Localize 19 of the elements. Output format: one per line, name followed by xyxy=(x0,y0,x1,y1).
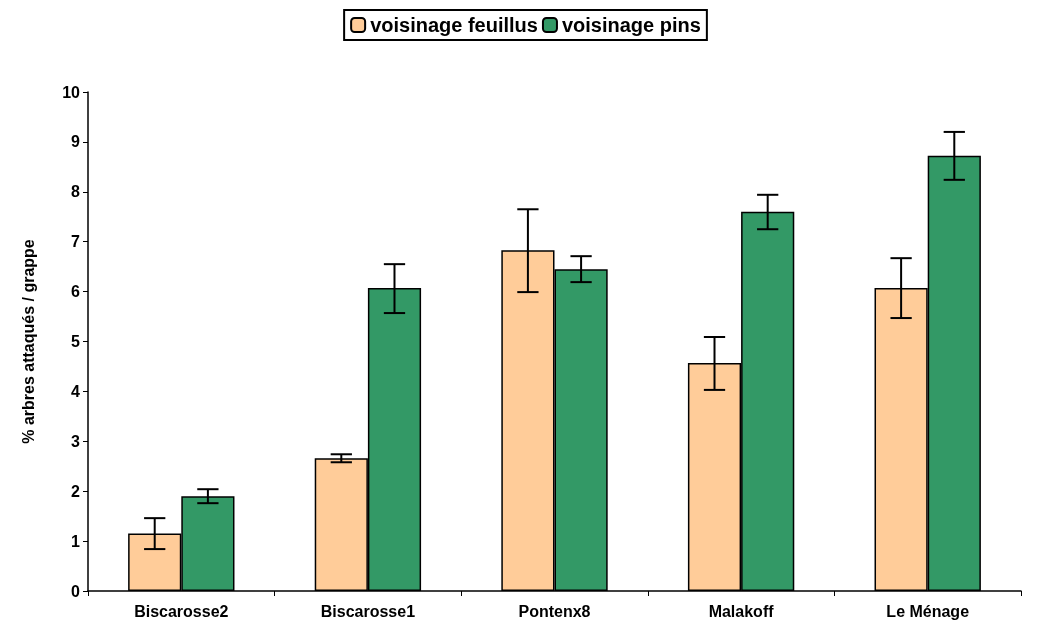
x-tick-label: Le Ménage xyxy=(886,602,970,620)
y-tick-label: 7 xyxy=(71,233,81,251)
y-tick-label: 5 xyxy=(71,333,81,350)
x-tick-label: Biscarosse1 xyxy=(320,602,416,620)
y-tick-label: 9 xyxy=(71,133,81,151)
y-tick-label: 0 xyxy=(71,582,81,600)
y-tick-label: 6 xyxy=(71,283,81,301)
x-tick-label: Biscarosse2 xyxy=(134,602,229,620)
y-tick-label: 1 xyxy=(71,532,81,550)
y-tick-label: 10 xyxy=(62,83,81,101)
y-tick-label: 2 xyxy=(71,482,81,500)
legend-label: voisinage feuillus xyxy=(370,14,538,36)
x-tick-label: Malakoff xyxy=(708,602,775,620)
y-tick-label: 3 xyxy=(71,432,81,450)
y-tick-label: 8 xyxy=(71,183,81,201)
y-axis-title: % arbres attaqués / grappe xyxy=(19,239,37,444)
y-tick-label: 4 xyxy=(71,382,81,400)
legend-label: voisinage pins xyxy=(561,14,701,36)
x-tick-label: Pontenx8 xyxy=(518,602,591,620)
